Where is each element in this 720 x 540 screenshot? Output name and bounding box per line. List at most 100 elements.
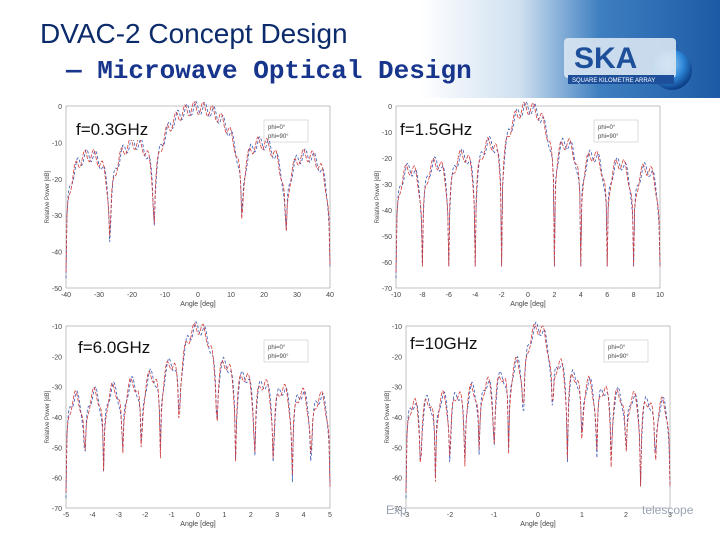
plot-1.5ghz: 0 -10 -20 -30 -40 -50 -60 -70 -10 -8 -6 -4 -2 0 2 4 6 8 10… (370, 98, 670, 308)
axes-frame (395, 105, 661, 289)
y-tick-label: -50 (52, 286, 62, 293)
x-tick-label: 10 (656, 292, 664, 299)
legend-entry: phi=90° (608, 354, 629, 360)
x-tick-label: 0 (526, 292, 530, 299)
legend: phi=0° phi=90° (263, 119, 309, 143)
x-tick-label: -3 (116, 512, 122, 519)
legend: phi=0° phi=90° (263, 339, 309, 363)
y-tick-label: -20 (52, 354, 62, 361)
y-tick-label: -50 (382, 234, 392, 241)
y-tick-label: -70 (52, 506, 62, 513)
x-tick-label: 10 (227, 292, 235, 299)
x-tick-label: 2 (552, 292, 556, 299)
y-axis-label: Relative Power [dB] (45, 170, 51, 223)
legend-entry: phi=90° (268, 354, 289, 360)
x-tick-label: 0 (196, 292, 200, 299)
ska-logo: SKA SQUARE KILOMETRE ARRAY (564, 38, 692, 90)
x-tick-label: 8 (632, 292, 636, 299)
y-tick-label: -40 (52, 250, 62, 257)
x-tick-label: 6 (605, 292, 609, 299)
x-tick-label: -40 (61, 292, 71, 299)
x-tick-label: 3 (275, 512, 279, 519)
x-tick-label: -2 (498, 292, 504, 299)
y-tick-label: -30 (52, 385, 62, 392)
x-tick-label: -3 (403, 512, 409, 519)
freq-label: f=0.3GHz (76, 120, 149, 140)
plot-6.0ghz: -10 -20 -30 -40 -50 -60 -70 -5 -4 -3 -2 -1 0 1 2 3 4 5 Ang… (40, 318, 340, 528)
x-tick-label: -5 (63, 512, 69, 519)
y-tick-label: -30 (392, 385, 402, 392)
x-tick-label: 2 (624, 512, 628, 519)
footer-text-left: Exp (386, 503, 407, 517)
legend-entry: phi=0° (598, 125, 616, 131)
y-tick-label: -70 (382, 286, 392, 293)
x-tick-label: 0 (536, 512, 540, 519)
x-tick-label: 1 (222, 512, 226, 519)
x-tick-label: -1 (168, 512, 174, 519)
logo-subtext: SQUARE KILOMETRE ARRAY (572, 78, 655, 84)
x-tick-label: -20 (127, 292, 137, 299)
legend-entry: phi=90° (268, 134, 289, 140)
x-axis-label: Angle [deg] (510, 301, 545, 308)
x-tick-label: -2 (447, 512, 453, 519)
legend: phi=0° phi=90° (603, 339, 649, 363)
x-tick-label: -4 (89, 512, 95, 519)
y-axis-label: Relative Power [dB] (385, 390, 391, 443)
x-axis-label: Angle [deg] (520, 521, 555, 528)
y-tick-label: -70 (392, 506, 402, 513)
x-tick-label: 20 (260, 292, 268, 299)
x-axis-label: Angle [deg] (180, 521, 215, 528)
y-tick-label: -40 (52, 415, 62, 422)
x-axis-label: Angle [deg] (180, 301, 215, 308)
y-tick-label: -20 (52, 177, 62, 184)
y-tick-label: -60 (392, 476, 402, 483)
pattern-curve (65, 321, 331, 499)
x-tick-label: 30 (293, 292, 301, 299)
pattern-curve (65, 100, 331, 272)
logo-text: SKA (574, 42, 637, 75)
plot-10ghz: -10 -20 -30 -40 -50 -60 -70 -3 -2 -1 0 1 2 3 Angle [de… (380, 318, 680, 528)
y-tick-label: -40 (382, 208, 392, 215)
plot-0.3ghz: 0 -10 -20 -30 -40 -50 -40 -30 -20 -10 0 10 20 30 40 Ang… (40, 98, 340, 308)
x-tick-label: -6 (446, 292, 452, 299)
x-tick-label: 2 (249, 512, 253, 519)
freq-label: f=1.5GHz (400, 120, 473, 140)
y-tick-label: -50 (392, 445, 402, 452)
footer-text-right: telescope (642, 503, 694, 517)
y-tick-label: -60 (52, 476, 62, 483)
y-tick-label: 0 (58, 104, 62, 111)
y-tick-label: -20 (392, 354, 402, 361)
x-tick-label: 0 (196, 512, 200, 519)
legend-entry: phi=0° (608, 345, 626, 351)
x-tick-label: 5 (328, 512, 332, 519)
x-tick-label: 3 (668, 512, 672, 519)
y-axis-label: Relative Power [dB] (45, 390, 51, 443)
x-tick-label: -30 (94, 292, 104, 299)
y-tick-label: -10 (52, 324, 62, 331)
pattern-curve (405, 323, 671, 492)
legend-entry: phi=0° (268, 345, 286, 351)
legend: phi=0° phi=90° (593, 119, 639, 143)
x-tick-label: 4 (579, 292, 583, 299)
legend-entry: phi=0° (268, 125, 286, 131)
x-tick-label: -4 (472, 292, 478, 299)
legend-entry: phi=90° (598, 134, 619, 140)
y-tick-label: -10 (392, 324, 402, 331)
y-tick-label: -40 (392, 415, 402, 422)
y-tick-label: -60 (382, 260, 392, 267)
x-tick-label: -8 (419, 292, 425, 299)
x-tick-label: -1 (491, 512, 497, 519)
x-tick-label: 4 (302, 512, 306, 519)
x-tick-label: -10 (160, 292, 170, 299)
x-tick-label: 40 (326, 292, 334, 299)
slide-subtitle: — Microwave Optical Design (66, 56, 472, 86)
x-tick-label: -10 (391, 292, 401, 299)
pattern-curve (395, 101, 661, 272)
y-tick-label: -10 (382, 130, 392, 137)
y-tick-label: -50 (52, 445, 62, 452)
y-tick-label: 0 (388, 104, 392, 111)
slide-title: DVAC-2 Concept Design (40, 18, 348, 49)
x-tick-label: 1 (580, 512, 584, 519)
slide-header: DVAC-2 Concept Design — Microwave Optica… (0, 0, 720, 98)
freq-label: f=6.0GHz (78, 338, 151, 358)
